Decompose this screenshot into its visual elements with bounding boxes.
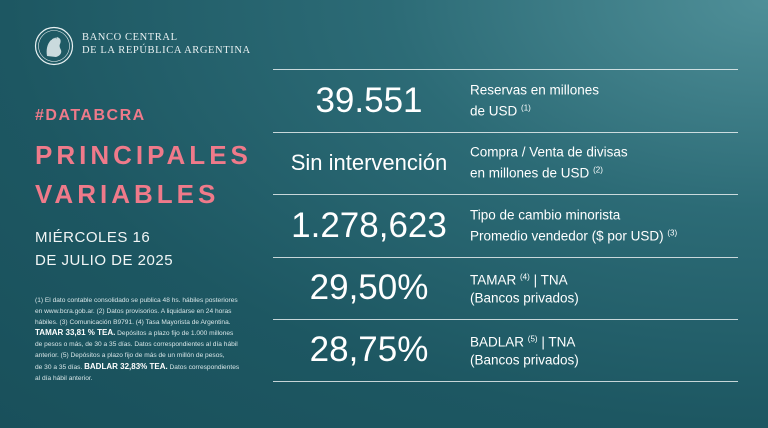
- label-text: BADLAR: [470, 334, 525, 350]
- label-text: en millones de USD: [470, 165, 590, 181]
- footnote-ref: (2): [593, 165, 603, 175]
- hashtag: #DATABCRA: [35, 107, 146, 124]
- row-tipo-cambio: 1.278,623 Tipo de cambio minorista Prome…: [273, 194, 738, 257]
- footnote-ref: (3): [667, 228, 678, 238]
- label-line1: TAMAR (4) | TNA: [470, 269, 579, 290]
- bank-name-line1: BANCO CENTRAL: [82, 32, 178, 43]
- reservas-value: 39.551: [315, 80, 423, 120]
- label-line2: de USD (1): [470, 99, 599, 120]
- footnote-text: Depósitos a plazo fijo de 1.000 millones: [115, 330, 234, 338]
- tipo-cambio-label: Tipo de cambio minorista Promedio vended…: [470, 206, 677, 245]
- reservas-label: Reservas en millones de USD (1): [470, 81, 599, 120]
- tamar-label: TAMAR (4) | TNA (Bancos privados): [470, 269, 579, 308]
- bank-name: BANCO CENTRAL DE LA REPÚBLICA ARGENTINA: [82, 31, 251, 57]
- headline-line1: PRINCIPALES: [35, 140, 252, 170]
- footnote-line: TAMAR 33,81 % TEA. Depósitos a plazo fij…: [35, 328, 263, 340]
- headline: PRINCIPALES VARIABLES: [35, 136, 252, 214]
- tamar-tea: TAMAR 33,81 % TEA.: [35, 328, 116, 338]
- row-tamar: 29,50% TAMAR (4) | TNA (Bancos privados): [273, 256, 738, 320]
- footnote-text: de 30 a 35 días.: [35, 363, 85, 371]
- row-badlar: 28,75% BADLAR (5) | TNA (Bancos privados…: [273, 319, 738, 382]
- footnote-line: en www.bcra.gob.ar. (2) Datos provisorio…: [35, 307, 232, 315]
- date: MIÉRCOLES 16 DE JULIO DE 2025: [35, 226, 173, 272]
- date-line2: DE JULIO DE 2025: [35, 252, 174, 269]
- label-line2: en millones de USD (2): [470, 162, 628, 183]
- footnote-line: al día hábil anterior.: [35, 374, 93, 382]
- row-reservas: 39.551 Reservas en millones de USD (1): [273, 69, 738, 132]
- badlar-value: 28,75%: [309, 330, 429, 370]
- footnote-ref: (5): [527, 334, 538, 344]
- label-line2: Promedio vendedor ($ por USD) (3): [470, 224, 677, 245]
- footnote-line: anterior. (5) Depósitos a plazo fijo de …: [35, 351, 225, 359]
- label-line2: (Bancos privados): [470, 290, 579, 306]
- footnote-text: Datos correspondientes: [167, 363, 240, 371]
- footnote-line: (1) El dato contable consolidado se publ…: [35, 297, 238, 304]
- label-text: | TNA: [533, 272, 568, 288]
- variables-table: 39.551 Reservas en millones de USD (1) S…: [273, 69, 738, 382]
- footnote-ref: (4): [520, 272, 530, 282]
- label-line1: Reservas en millones: [470, 82, 600, 98]
- row-compra-venta: Sin intervención Compra / Venta de divis…: [273, 131, 738, 195]
- footnote-line: hábiles. (3) Comunicación B9791. (4) Tas…: [35, 318, 231, 326]
- bcra-logo-icon: [34, 26, 74, 66]
- badlar-label: BADLAR (5) | TNA (Bancos privados): [470, 331, 579, 370]
- compra-venta-label: Compra / Venta de divisas en millones de…: [470, 144, 628, 183]
- headline-line2: VARIABLES: [35, 179, 220, 209]
- label-text: Promedio vendedor ($ por USD): [470, 228, 664, 244]
- label-text: TAMAR: [470, 272, 517, 288]
- footnote-line: de pesos o más, de 30 a 35 días. Datos c…: [35, 341, 238, 349]
- label-text: de USD: [470, 103, 518, 119]
- label-line1: Compra / Venta de divisas: [470, 144, 628, 160]
- tipo-cambio-value: 1.278,623: [291, 205, 447, 245]
- bank-name-line2: DE LA REPÚBLICA ARGENTINA: [82, 45, 251, 56]
- label-text: | TNA: [541, 334, 576, 350]
- footnote-line: de 30 a 35 días. BADLAR 32,83% TEA. Dato…: [35, 362, 263, 374]
- label-line2: (Bancos privados): [470, 352, 579, 368]
- label-line1: BADLAR (5) | TNA: [470, 331, 579, 352]
- label-line1: Tipo de cambio minorista: [470, 207, 621, 223]
- tamar-value: 29,50%: [309, 268, 429, 308]
- footnotes: (1) El dato contable consolidado se publ…: [35, 296, 263, 384]
- footnote-ref: (1): [521, 103, 531, 113]
- badlar-tea: BADLAR 32,83% TEA.: [84, 361, 168, 371]
- date-line1: MIÉRCOLES 16: [35, 229, 151, 246]
- compra-venta-value: Sin intervención: [290, 150, 448, 176]
